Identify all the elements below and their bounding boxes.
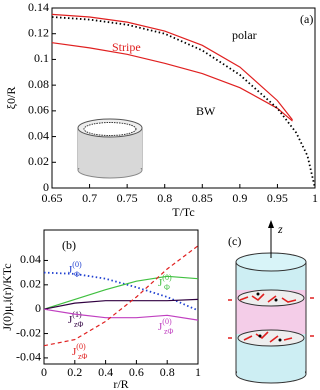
y-tick-label: 0.14	[28, 0, 49, 14]
y-tick-label: 0.08	[28, 77, 49, 91]
series-label: J(0) Φ	[68, 260, 82, 279]
series-label-part: J	[158, 321, 163, 333]
series-line	[51, 16, 316, 189]
y-tick-label: 0.04	[28, 128, 49, 142]
series-line	[43, 298, 199, 310]
series-label: J(0) Φ	[158, 273, 172, 292]
series-label: J(1) zΦ	[68, 310, 84, 329]
annotation: BW	[196, 104, 216, 118]
series-label-part: zΦ	[164, 327, 174, 336]
series-label-part: zΦ	[74, 320, 84, 329]
x-tick-label: 0.85	[192, 191, 213, 205]
x-tick-label: 0.95	[267, 191, 288, 205]
x-axis-label: T/Tc	[172, 205, 194, 219]
series-label-part: Φ	[164, 283, 170, 292]
y-tick-label: 0.06	[28, 103, 49, 117]
x-tick-label: 1	[312, 191, 318, 205]
series-line	[43, 245, 199, 347]
x-tick-label: 0.8	[160, 365, 175, 379]
series-label-part: Φ	[74, 270, 80, 279]
series-label-part: J	[72, 346, 77, 358]
x-tick-label: 0.6	[129, 365, 144, 379]
y-tick-label: -0.04	[16, 350, 41, 364]
series-line	[43, 308, 199, 321]
annotation: (b)	[62, 238, 76, 252]
x-tick-label: 0.2	[67, 365, 82, 379]
series-label: J(0) zΦ	[72, 342, 88, 361]
y-tick-label: 0.02	[20, 277, 41, 291]
series-line	[43, 275, 199, 310]
x-tick-label: 0.8	[157, 191, 172, 205]
y-tick-label: 0.12	[28, 25, 49, 39]
series-label-part: J	[158, 277, 163, 289]
x-tick-label: 0	[41, 365, 47, 379]
panel-label: (c)	[228, 234, 241, 248]
series-label-part: zΦ	[78, 352, 88, 361]
y-tick-label: 0.02	[28, 154, 49, 168]
y-axis-label: J(0)μ,i(r)/KTc	[0, 263, 14, 330]
y-tick-label: -0.02	[16, 325, 41, 339]
y-tick-label: 0.1	[34, 51, 49, 65]
annotation: Stripe	[112, 40, 141, 54]
annotation: polar	[232, 28, 257, 42]
cylinder-diagram	[228, 220, 314, 384]
x-tick-label: 0.4	[98, 365, 113, 379]
series-label-part: (0)	[76, 342, 86, 351]
series-line	[51, 42, 293, 122]
series-label-part: (0)	[162, 317, 172, 326]
inset-cylinder	[77, 118, 143, 179]
series-label-part: (0)	[72, 260, 82, 269]
x-tick-label: 0.9	[232, 191, 247, 205]
x-axis-label: r/R	[113, 377, 128, 390]
y-axis-label: ξ0/R	[4, 87, 18, 110]
y-tick-label: 0	[35, 301, 41, 315]
series-label-part: J	[68, 264, 73, 276]
x-tick-label: 1	[195, 365, 201, 379]
y-tick-label: 0.04	[20, 252, 41, 266]
series-line	[51, 13, 293, 121]
series-label-part: J	[68, 314, 73, 326]
x-tick-label: 0.65	[42, 191, 63, 205]
plot-frame	[51, 7, 316, 189]
annotation: (a)	[300, 12, 313, 26]
y-tick-label: 0	[43, 180, 49, 194]
series-label: J(0) zΦ	[158, 317, 174, 336]
series-label-part: (0)	[162, 273, 172, 282]
axis-label: z	[277, 222, 283, 236]
x-tick-label: 0.75	[117, 191, 138, 205]
plot-frame	[43, 229, 199, 365]
x-tick-label: 0.7	[82, 191, 97, 205]
